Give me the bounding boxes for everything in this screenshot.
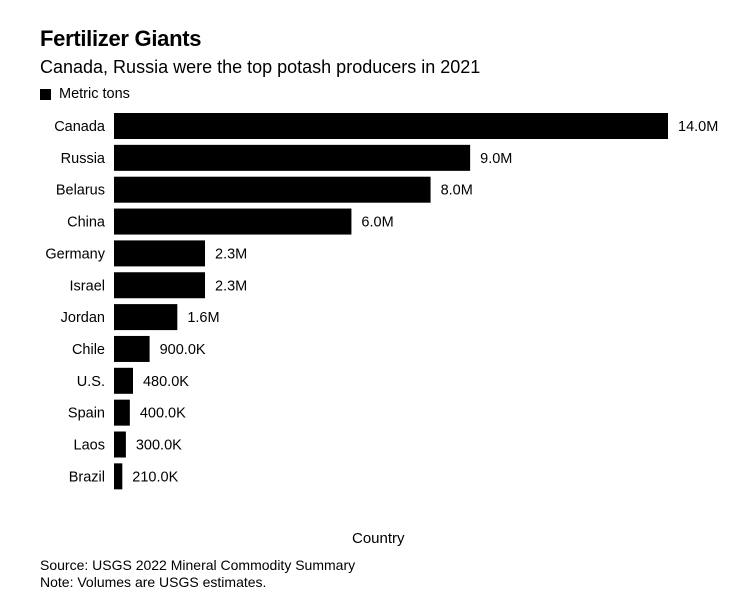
bar-u-s bbox=[114, 367, 133, 394]
bar-china bbox=[114, 208, 352, 235]
category-label-israel: Israel bbox=[70, 278, 105, 294]
category-label-brazil: Brazil bbox=[69, 469, 105, 485]
category-label-germany: Germany bbox=[45, 246, 105, 262]
data-label-russia: 9.0M bbox=[480, 151, 512, 167]
source-note: Source: USGS 2022 Mineral Commodity Summ… bbox=[40, 557, 356, 573]
category-label-jordan: Jordan bbox=[61, 310, 105, 326]
bar-chile bbox=[114, 335, 150, 362]
data-label-brazil: 210.0K bbox=[132, 469, 178, 485]
category-label-canada: Canada bbox=[54, 119, 106, 135]
data-label-spain: 400.0K bbox=[140, 406, 186, 422]
category-label-chile: Chile bbox=[72, 342, 105, 358]
data-label-germany: 2.3M bbox=[215, 246, 247, 262]
category-label-u-s: U.S. bbox=[77, 374, 105, 390]
category-label-laos: Laos bbox=[74, 438, 105, 454]
chart-title: Fertilizer Giants bbox=[40, 26, 202, 51]
legend-swatch bbox=[40, 88, 51, 100]
legend-label: Metric tons bbox=[59, 86, 130, 102]
bar-spain bbox=[114, 399, 130, 426]
legend: Metric tons bbox=[40, 86, 130, 102]
bar-germany bbox=[114, 240, 206, 267]
data-label-chile: 900.0K bbox=[160, 342, 206, 358]
bar-canada bbox=[114, 113, 668, 139]
bar-russia bbox=[114, 144, 471, 171]
footnote: Note: Volumes are USGS estimates. bbox=[40, 574, 267, 590]
data-label-china: 6.0M bbox=[361, 215, 393, 231]
bar-jordan bbox=[114, 304, 178, 331]
data-label-laos: 300.0K bbox=[136, 438, 182, 454]
category-label-russia: Russia bbox=[61, 151, 106, 167]
category-label-china: China bbox=[67, 215, 106, 231]
data-label-israel: 2.3M bbox=[215, 278, 247, 294]
bar-chart: Canada 14.0M Russia 9.0M Belarus 8.0M China 6.0… bbox=[45, 113, 718, 490]
data-label-u-s: 480.0K bbox=[143, 374, 189, 390]
bar-brazil bbox=[114, 463, 123, 490]
bar-laos bbox=[114, 431, 126, 458]
data-label-canada: 14.0M bbox=[678, 119, 718, 135]
data-label-belarus: 8.0M bbox=[441, 183, 473, 199]
x-axis-label: Country bbox=[352, 530, 405, 547]
bar-israel bbox=[114, 272, 206, 299]
chart-subtitle: Canada, Russia were the top potash produ… bbox=[40, 57, 481, 77]
data-label-jordan: 1.6M bbox=[187, 310, 219, 326]
bar-belarus bbox=[114, 176, 431, 203]
category-label-spain: Spain bbox=[68, 406, 105, 422]
category-label-belarus: Belarus bbox=[56, 183, 105, 199]
